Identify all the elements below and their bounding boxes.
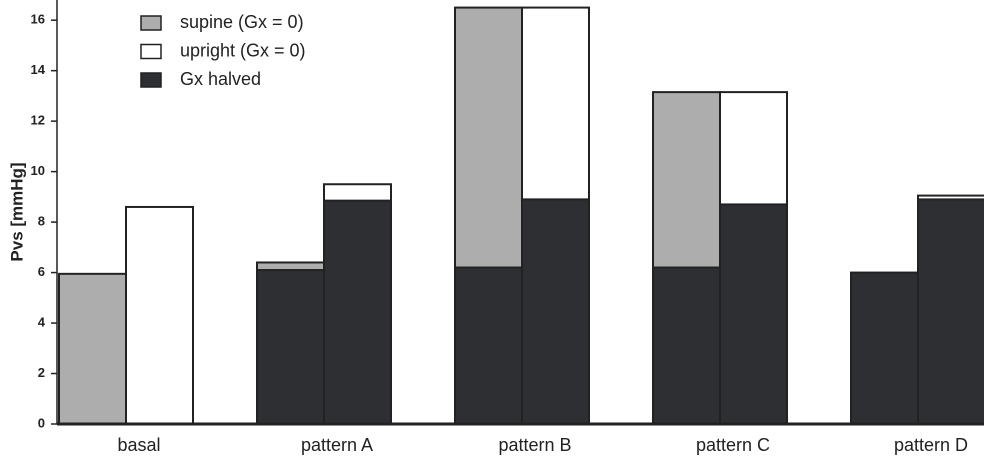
y-tick-label: 4 [38,314,46,329]
bar-gx-halved [521,198,590,425]
bar-gx-halved [719,203,788,425]
y-tick-label: 10 [31,163,45,178]
x-tick-label: basal [117,435,160,455]
bar-gx-halved [850,271,919,426]
y-tick-label: 0 [38,415,45,430]
legend-swatch [140,15,162,31]
y-tick-label: 12 [31,113,45,128]
bar-upright [125,205,194,425]
y-axis-label: Pvs [mmHg] [7,162,26,261]
bar-supine [58,272,127,426]
bar-gx-halved [323,199,392,425]
bar-gx-halved [256,269,325,425]
y-tick-label: 16 [31,12,45,27]
legend-label: Gx halved [180,69,261,89]
x-tick-label: pattern B [498,435,571,455]
bar-gx-halved [917,198,984,425]
y-tick-label: 8 [38,214,45,229]
x-tick-label: pattern D [894,435,968,455]
x-tick-label: pattern C [696,435,770,455]
bar-gx-halved [652,266,721,425]
y-tick-label: 14 [31,62,46,77]
legend-swatch [140,43,162,60]
legend-label: supine (Gx = 0) [180,12,304,32]
bar-gx-halved [454,266,523,425]
legend-label: upright (Gx = 0) [180,40,306,60]
legend-swatch [140,72,162,88]
x-tick-label: pattern A [301,435,373,455]
y-tick-label: 2 [38,365,45,380]
y-tick-label: 6 [38,264,45,279]
